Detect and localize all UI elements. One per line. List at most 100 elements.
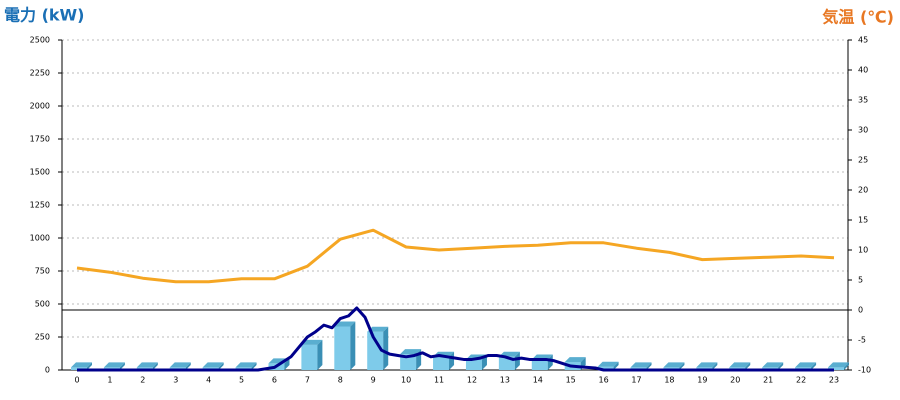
bar-face <box>811 362 817 370</box>
bar-face <box>218 362 224 370</box>
bar-face <box>251 362 257 370</box>
y2-tick-label: 25 <box>858 156 868 165</box>
bar-face <box>202 362 224 368</box>
y2-tick-label: 15 <box>858 216 868 225</box>
bar <box>531 354 553 370</box>
x-tick-label: 9 <box>371 376 376 385</box>
bar-face <box>334 326 351 370</box>
bar-face <box>433 356 450 370</box>
bar-face <box>745 362 751 370</box>
bar <box>400 349 422 370</box>
x-tick-label: 4 <box>206 376 211 385</box>
bar <box>597 361 619 370</box>
bar-face <box>301 339 323 345</box>
x-tick-label: 16 <box>599 376 609 385</box>
bar-face <box>762 362 784 368</box>
bar <box>334 321 356 370</box>
x-tick-label: 5 <box>239 376 244 385</box>
line <box>77 306 834 372</box>
bar-face <box>152 362 158 370</box>
y-tick-label: 0 <box>45 366 50 375</box>
bar-face <box>679 362 685 370</box>
x-tick-label: 21 <box>763 376 773 385</box>
line <box>76 228 835 284</box>
y-tick-label: 1000 <box>30 234 50 243</box>
x-tick-label: 6 <box>272 376 277 385</box>
bar-face <box>646 362 652 370</box>
x-tick-label: 19 <box>697 376 707 385</box>
bar-face <box>712 362 718 370</box>
bar-face <box>284 358 290 370</box>
x-tick-label: 12 <box>467 376 477 385</box>
bar-face <box>778 362 784 370</box>
bar-face <box>301 344 318 370</box>
y2-tick-label: 45 <box>858 36 868 45</box>
right-axis-title: 気温 (℃) <box>822 8 894 27</box>
y-tick-label: 250 <box>35 333 50 342</box>
x-tick-label: 8 <box>338 376 343 385</box>
y-tick-label: 2500 <box>30 36 50 45</box>
bar-face <box>729 362 751 368</box>
bar-face <box>71 362 92 368</box>
bar-face <box>169 362 191 368</box>
x-tick-label: 18 <box>664 376 674 385</box>
bar-face <box>383 326 389 370</box>
bar-face <box>663 362 685 368</box>
bar-face <box>317 339 323 370</box>
bar-face <box>597 361 619 367</box>
bar-face <box>400 349 422 355</box>
bar-face <box>334 321 356 327</box>
y2-tick-label: 0 <box>858 306 863 315</box>
x-tick-label: 0 <box>74 376 79 385</box>
bar-face <box>828 367 844 370</box>
x-tick-label: 20 <box>730 376 740 385</box>
x-tick-label: 15 <box>566 376 576 385</box>
bar-face <box>235 362 257 368</box>
bar <box>828 362 849 370</box>
bar-face <box>696 362 718 368</box>
bar-face <box>103 362 125 368</box>
x-tick-label: 22 <box>796 376 806 385</box>
y2-tick-label: -10 <box>858 366 871 375</box>
bar-face <box>547 354 553 370</box>
bar-face <box>630 362 652 368</box>
left-axis-title: 電力 (kW) <box>4 6 85 25</box>
bar-face <box>400 354 417 370</box>
bar-face <box>136 362 158 368</box>
bar-face <box>185 362 191 370</box>
x-tick-label: 3 <box>173 376 178 385</box>
x-tick-label: 13 <box>500 376 510 385</box>
x-tick-label: 11 <box>434 376 444 385</box>
bar-face <box>844 362 849 370</box>
y-tick-label: 1250 <box>30 201 50 210</box>
y-tick-label: 1750 <box>30 135 50 144</box>
y2-tick-label: 20 <box>858 186 868 195</box>
bar <box>498 351 520 370</box>
y-tick-label: 500 <box>35 300 50 309</box>
x-tick-label: 7 <box>305 376 310 385</box>
y2-tick-label: 35 <box>858 96 868 105</box>
bar-face <box>367 326 389 332</box>
bar-face <box>795 362 817 368</box>
x-tick-label: 1 <box>107 376 112 385</box>
bar-face <box>350 321 356 370</box>
bar-face <box>828 362 849 368</box>
y2-tick-label: 10 <box>858 246 868 255</box>
y-tick-label: 1500 <box>30 168 50 177</box>
bar-face <box>514 351 520 370</box>
x-tick-label: 2 <box>140 376 145 385</box>
bar-face <box>564 357 586 363</box>
bar-face <box>531 359 548 370</box>
x-tick-label: 23 <box>829 376 839 385</box>
bar <box>301 339 323 370</box>
y-tick-label: 750 <box>35 267 50 276</box>
bar-face <box>465 359 482 370</box>
bar <box>367 326 389 370</box>
y2-tick-label: 40 <box>858 66 868 75</box>
x-tick-label: 17 <box>631 376 641 385</box>
bar-face <box>613 361 619 370</box>
bar-face <box>87 362 92 370</box>
y-tick-label: 2000 <box>30 102 50 111</box>
bar-face <box>119 362 125 370</box>
